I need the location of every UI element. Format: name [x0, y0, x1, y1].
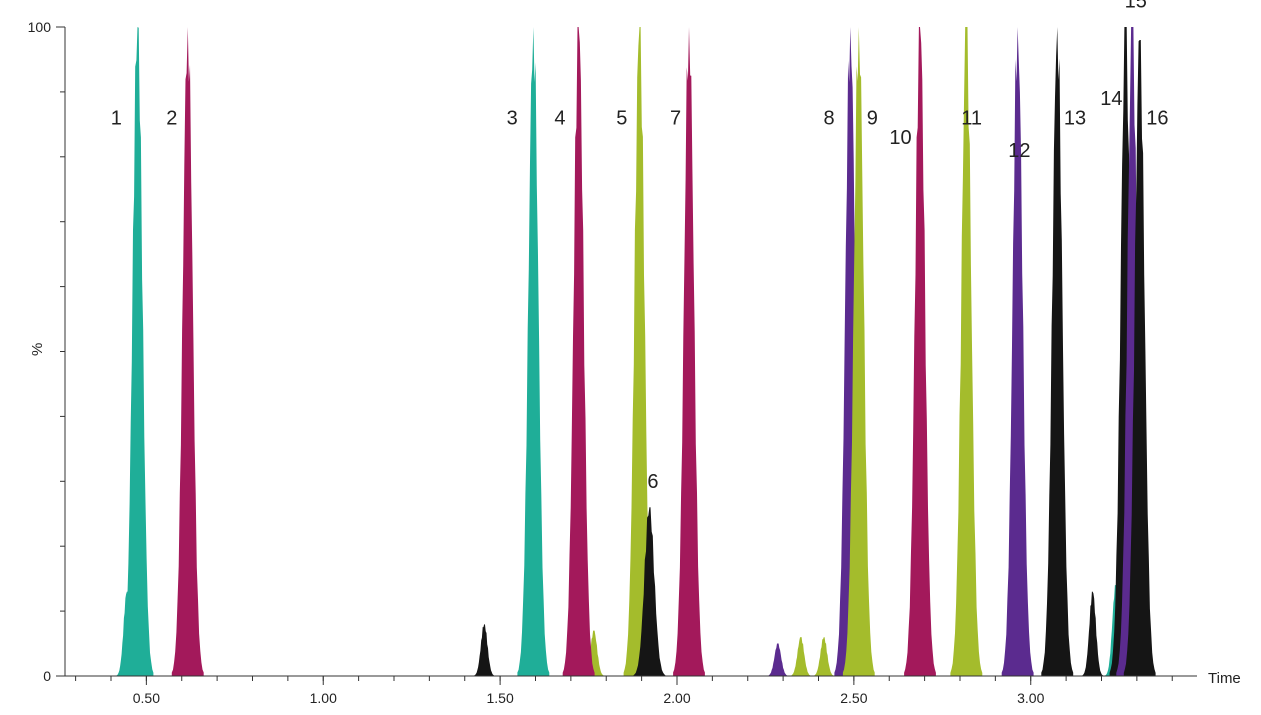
- y-axis-label: %: [29, 343, 46, 356]
- x-tick-label: 1.00: [310, 690, 337, 706]
- y-tick-label: 100: [28, 19, 52, 35]
- peak-3: [517, 27, 550, 676]
- minor-peak-7: [1082, 591, 1104, 676]
- peak-label-12: 12: [1008, 140, 1030, 162]
- peak-label-7: 7: [670, 107, 681, 129]
- peak-16: [1123, 40, 1156, 676]
- peak-7: [673, 27, 705, 676]
- peak-11: [950, 27, 983, 676]
- peak-label-5: 5: [616, 107, 627, 129]
- peak-label-4: 4: [554, 107, 565, 129]
- peak-label-13: 13: [1064, 107, 1086, 129]
- x-axis-label: Time: [1208, 670, 1241, 687]
- peak-label-3: 3: [507, 107, 518, 129]
- peak-label-1: 1: [111, 107, 122, 129]
- peak-label-11: 11: [961, 107, 982, 129]
- peak-2: [171, 27, 204, 676]
- peak-1: [121, 27, 154, 676]
- x-tick-label: 2.00: [663, 690, 690, 706]
- peak-5: [623, 27, 656, 676]
- peak-12: [1001, 27, 1034, 676]
- peak-label-6: 6: [647, 471, 658, 493]
- y-tick-label: 0: [43, 668, 51, 684]
- x-tick-label: 2.50: [840, 690, 867, 706]
- x-tick-label: 1.50: [486, 690, 513, 706]
- peak-6: [633, 507, 666, 676]
- minor-peak-6: [813, 637, 835, 676]
- peak-13: [1041, 27, 1074, 676]
- x-tick-label: 3.00: [1017, 690, 1044, 706]
- minor-peak-4: [767, 643, 789, 676]
- minor-peak-5: [790, 637, 812, 676]
- peak-10: [904, 27, 936, 676]
- peak-label-14: 14: [1100, 88, 1122, 110]
- minor-peak-2: [473, 624, 495, 676]
- peak-label-9: 9: [867, 107, 878, 129]
- x-tick-label: 0.50: [133, 690, 160, 706]
- peak-label-16: 16: [1146, 107, 1168, 129]
- peak-label-8: 8: [824, 107, 835, 129]
- peak-label-10: 10: [889, 127, 911, 149]
- peak-9: [842, 27, 875, 676]
- peak-label-2: 2: [166, 107, 177, 129]
- peak-4: [562, 27, 595, 676]
- peak-14: [1109, 27, 1142, 676]
- ticks-layer: 0.50 1.00 1.50 2.00 2.50 3.00 0 100: [28, 19, 1173, 706]
- peak-label-15: 15: [1125, 0, 1147, 13]
- peaks-layer: [116, 27, 1156, 676]
